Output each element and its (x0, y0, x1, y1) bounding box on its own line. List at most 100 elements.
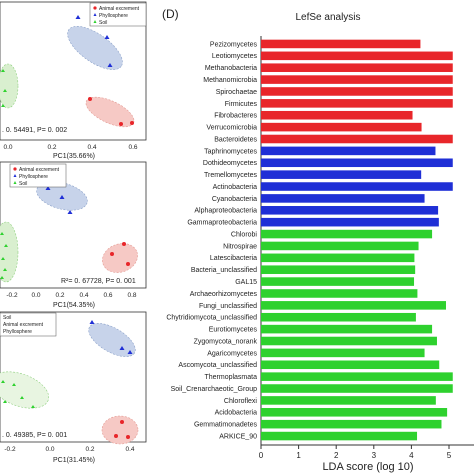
bar-methanomicrobia (261, 75, 453, 84)
x-tick-label: 2 (334, 451, 339, 460)
category-label: Bacteroidetes (214, 136, 257, 143)
x-tick-label: 0 (259, 451, 264, 460)
bar-fibrobacteres (261, 110, 413, 120)
legend-marker-animal (93, 6, 97, 10)
bar-chlorobi (261, 229, 433, 239)
legend-label: Soil (3, 315, 11, 321)
pcoa-panel-1: Animal excrement Phyllosphere Soil . 0. … (0, 1, 147, 160)
legend-label: Animal excrement (99, 6, 140, 12)
legend-1: Animal excrement Phyllosphere Soil (89, 2, 147, 27)
pcoa-panel-3: Soil Animal excrement Phyllosphere . 0. … (0, 311, 147, 464)
category-label: Eurotiomycetes (209, 327, 258, 334)
legend-label: Soil (99, 20, 107, 26)
category-label: Tremellomycetes (204, 172, 258, 179)
bar-latescibacteria (261, 253, 415, 263)
legend-label: Phyllosphere (3, 329, 32, 335)
soil-ellipse (0, 371, 50, 409)
category-labels: Pezizomycetes Leotiomycetes Methanobacteri… (166, 41, 257, 440)
x-ticks: -0.2 0.0 0.2 0.4 0.6 0.8 (6, 292, 136, 299)
x-tick-label: 4 (409, 451, 414, 460)
category-label: Fungi_unclassified (199, 303, 257, 310)
bar-leotiomycetes (261, 51, 453, 61)
legend-3: Soil Animal excrement Phyllosphere (0, 312, 57, 337)
category-label: Spirochaetae (216, 89, 257, 96)
category-label: Fibrobacteres (214, 113, 257, 120)
bar-bacteroidetes (261, 134, 453, 144)
legend-label: Animal excrement (3, 322, 44, 328)
bar-chytridiomycota-unclassified (261, 312, 416, 322)
animal-ellipse (102, 243, 138, 273)
category-label: GAL15 (235, 279, 257, 286)
x-axis-label: PC1(35.66%) (53, 153, 95, 160)
panel-label: (D) (162, 7, 179, 21)
tick-label: 0.8 (127, 292, 136, 299)
animal-point (110, 252, 114, 256)
legend-marker-soil (13, 181, 17, 184)
category-label: Pezizomycetes (210, 41, 258, 48)
x-ticks: 0.0 0.2 0.4 0.6 (3, 144, 137, 151)
phyllosphere-ellipse (67, 26, 123, 70)
category-label: Actinobacteria (213, 184, 257, 191)
stat-text: . 0. 49385, P= 0. 001 (2, 432, 67, 439)
animal-point (120, 420, 124, 424)
category-label: Archaeorhizomycetes (190, 291, 258, 298)
pcoa-panel-2: Animal excrement Phyllosphere Soil R²= 0… (0, 161, 147, 309)
stat-text: R²= 0. 67728, P= 0. 001 (61, 278, 136, 285)
animal-point (130, 121, 134, 125)
x-tick-label: 5 (447, 451, 452, 460)
bar-methanobacteria (261, 63, 453, 72)
bar-soil-crenarchaeotic-group (261, 384, 453, 393)
soil-points (1, 380, 35, 408)
bar-arkice-90 (261, 431, 418, 441)
legend-label: Soil (19, 181, 27, 187)
stat-text: . 0. 54491, P= 0. 002 (2, 127, 67, 134)
bar-acidobacteria (261, 408, 448, 417)
category-label: Chytridiomycota_unclassified (166, 315, 257, 322)
tick-label: 0.4 (125, 446, 134, 453)
category-label: Chloroflexi (224, 398, 258, 405)
phyllosphere-points (45, 186, 73, 214)
category-label: ARKICE_90 (219, 433, 257, 440)
bar-nitrospirae (261, 241, 419, 251)
category-label: Thermoplasmata (204, 374, 257, 381)
bar-pezizomycetes (261, 39, 421, 49)
bar-cyanobacteria (261, 194, 425, 203)
category-label: Bacteria_unclassified (191, 267, 257, 274)
tick-label: -0.2 (4, 446, 16, 453)
category-label: Chlorobi (231, 231, 258, 238)
plot-frame (0, 161, 147, 289)
bar-bacteria-unclassified (261, 265, 416, 274)
bar-thermoplasmata (261, 372, 453, 381)
legend-marker-phyllosphere (93, 13, 97, 16)
legend-box (9, 163, 67, 188)
animal-point (119, 122, 123, 126)
category-label: Firmicutes (225, 101, 258, 108)
bar-zygomycota-norank (261, 336, 437, 346)
x-tick-label: 3 (372, 451, 377, 460)
bar-ascomycota-unclassified (261, 360, 440, 370)
x-axis-label: LDA score (log 10) (322, 461, 413, 473)
soil-ellipse (0, 63, 19, 109)
x-axis-label: PC1(31.45%) (53, 457, 95, 464)
tick-label: 0.4 (87, 144, 96, 151)
soil-ellipse (0, 221, 19, 283)
legend-label: Animal excrement (19, 167, 60, 173)
tick-label: 0.2 (47, 144, 56, 151)
bar-chloroflexi (261, 396, 436, 405)
bar-verrucomicrobia (261, 122, 422, 132)
animal-point (114, 434, 118, 438)
soil-points (0, 232, 8, 279)
tick-label: 0.0 (45, 446, 54, 453)
bar-series (261, 39, 453, 441)
legend-label: Phyllosphere (99, 13, 128, 19)
animal-point (126, 435, 130, 439)
bar-fungi-unclassified (261, 301, 446, 310)
category-label: Soil_Crenarchaeotic_Group (171, 386, 257, 393)
x-tick-label: 1 (296, 451, 301, 460)
tick-label: 0.6 (128, 144, 137, 151)
x-ticks: -0.2 0.0 0.2 0.4 (4, 446, 134, 453)
legend-marker-animal (13, 167, 17, 171)
legend-2: Animal excrement Phyllosphere Soil (9, 163, 67, 188)
bar-spirochaetae (261, 87, 453, 96)
category-label: Acidobacteria (215, 410, 258, 417)
